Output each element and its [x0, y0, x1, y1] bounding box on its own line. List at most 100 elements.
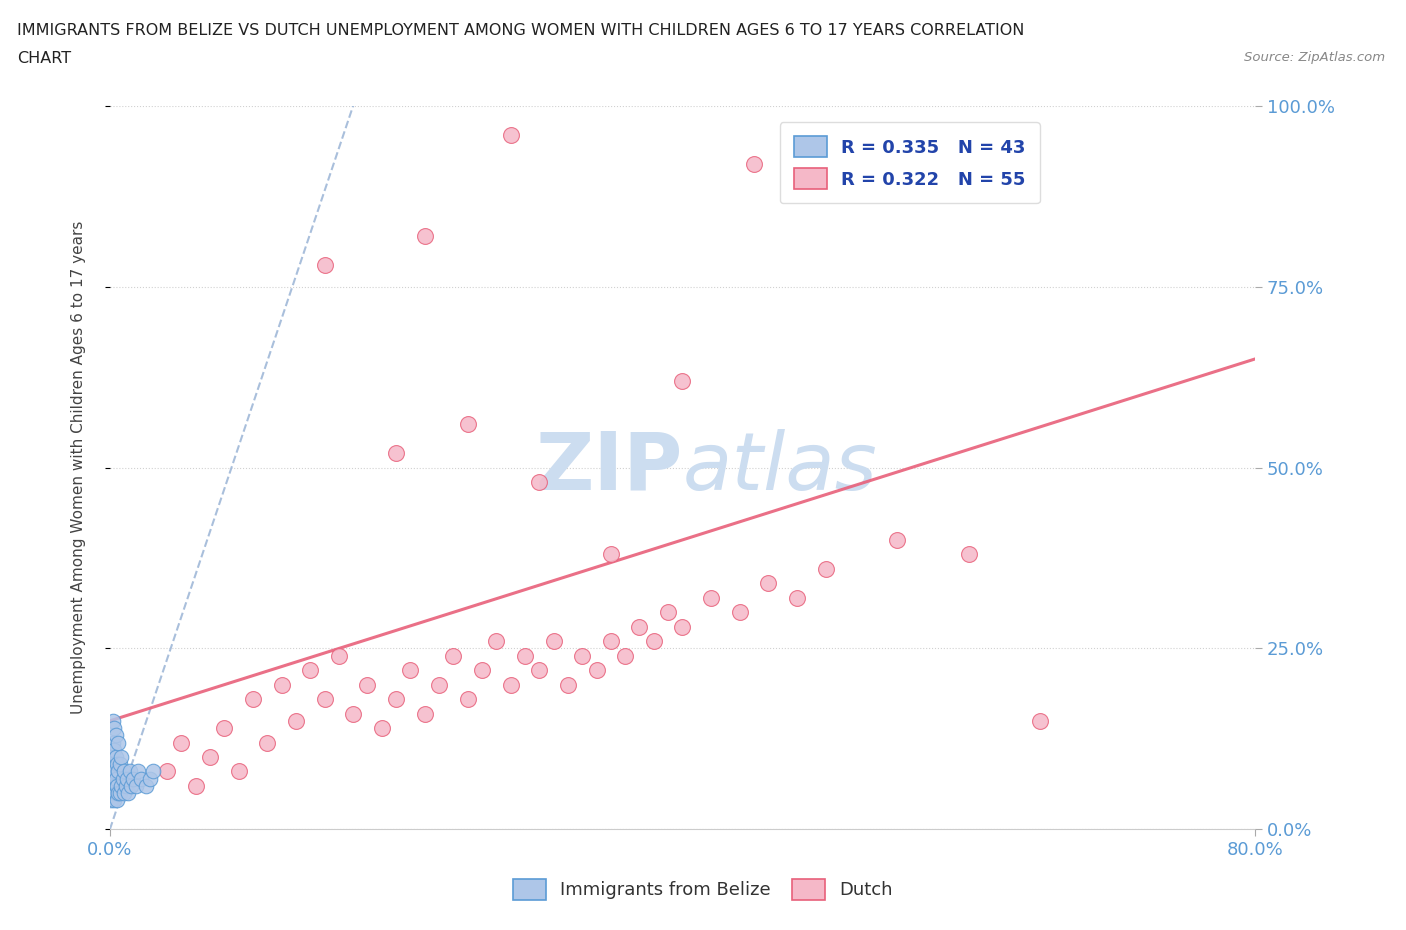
Point: [100, 750, 122, 764]
Point: [671, 619, 693, 634]
Point: [499, 127, 522, 142]
Point: [101, 735, 124, 750]
Point: [105, 757, 128, 772]
Point: [643, 633, 665, 648]
Text: CHART: CHART: [17, 51, 70, 66]
Point: [108, 757, 131, 772]
Point: [103, 721, 125, 736]
Point: [114, 778, 136, 793]
Point: [112, 764, 135, 779]
Point: [814, 185, 837, 200]
Point: [513, 648, 536, 663]
Text: ZIP: ZIP: [536, 429, 682, 507]
Point: [100, 793, 122, 808]
Point: [118, 764, 141, 779]
Point: [103, 764, 125, 779]
Point: [299, 663, 322, 678]
Point: [105, 793, 128, 808]
Point: [814, 562, 837, 577]
Point: [104, 750, 127, 764]
Point: [786, 591, 808, 605]
Point: [115, 771, 138, 786]
Point: [198, 750, 221, 764]
Point: [700, 591, 723, 605]
Point: [499, 677, 522, 692]
Point: [131, 771, 153, 786]
Point: [270, 677, 292, 692]
Point: [100, 764, 122, 779]
Point: [107, 786, 129, 801]
Point: [107, 764, 129, 779]
Text: atlas: atlas: [682, 429, 877, 507]
Point: [529, 474, 551, 489]
Point: [585, 663, 607, 678]
Point: [101, 757, 124, 772]
Point: [184, 778, 207, 793]
Point: [356, 677, 378, 692]
Point: [471, 663, 494, 678]
Point: [1029, 713, 1052, 728]
Point: [103, 778, 125, 793]
Point: [103, 742, 125, 757]
Point: [742, 156, 765, 171]
Point: [599, 547, 621, 562]
Point: [328, 648, 350, 663]
Point: [614, 648, 637, 663]
Point: [104, 786, 127, 801]
Point: [256, 735, 278, 750]
Point: [413, 229, 436, 244]
Point: [886, 533, 908, 548]
Point: [529, 663, 551, 678]
Point: [457, 417, 479, 432]
Point: [108, 786, 131, 801]
Legend: Immigrants from Belize, Dutch: Immigrants from Belize, Dutch: [506, 871, 900, 907]
Point: [427, 677, 450, 692]
Point: [485, 633, 508, 648]
Point: [628, 619, 651, 634]
Point: [413, 706, 436, 721]
Point: [599, 633, 621, 648]
Point: [457, 692, 479, 707]
Point: [571, 648, 593, 663]
Point: [657, 604, 679, 619]
Point: [756, 576, 779, 591]
Point: [100, 778, 122, 793]
Point: [441, 648, 464, 663]
Point: [228, 764, 250, 779]
Point: [671, 373, 693, 388]
Point: [111, 771, 134, 786]
Point: [120, 778, 142, 793]
Text: Source: ZipAtlas.com: Source: ZipAtlas.com: [1244, 51, 1385, 64]
Point: [728, 604, 751, 619]
Point: [110, 750, 132, 764]
Point: [142, 764, 165, 779]
Point: [105, 778, 128, 793]
Point: [371, 721, 394, 736]
Point: [104, 771, 127, 786]
Point: [103, 793, 125, 808]
Point: [112, 786, 135, 801]
Point: [135, 778, 157, 793]
Point: [110, 778, 132, 793]
Point: [107, 735, 129, 750]
Point: [101, 786, 124, 801]
Point: [156, 764, 179, 779]
Point: [214, 721, 236, 736]
Point: [121, 771, 143, 786]
Point: [104, 728, 127, 743]
Point: [342, 706, 364, 721]
Point: [127, 764, 149, 779]
Point: [139, 771, 162, 786]
Point: [314, 258, 336, 272]
Point: [399, 663, 422, 678]
Point: [557, 677, 579, 692]
Point: [957, 547, 980, 562]
Legend: R = 0.335   N = 43, R = 0.322   N = 55: R = 0.335 N = 43, R = 0.322 N = 55: [779, 122, 1040, 204]
Point: [242, 692, 264, 707]
Point: [170, 735, 193, 750]
Point: [117, 786, 139, 801]
Point: [284, 713, 307, 728]
Point: [385, 445, 408, 460]
Point: [124, 778, 146, 793]
Point: [314, 692, 336, 707]
